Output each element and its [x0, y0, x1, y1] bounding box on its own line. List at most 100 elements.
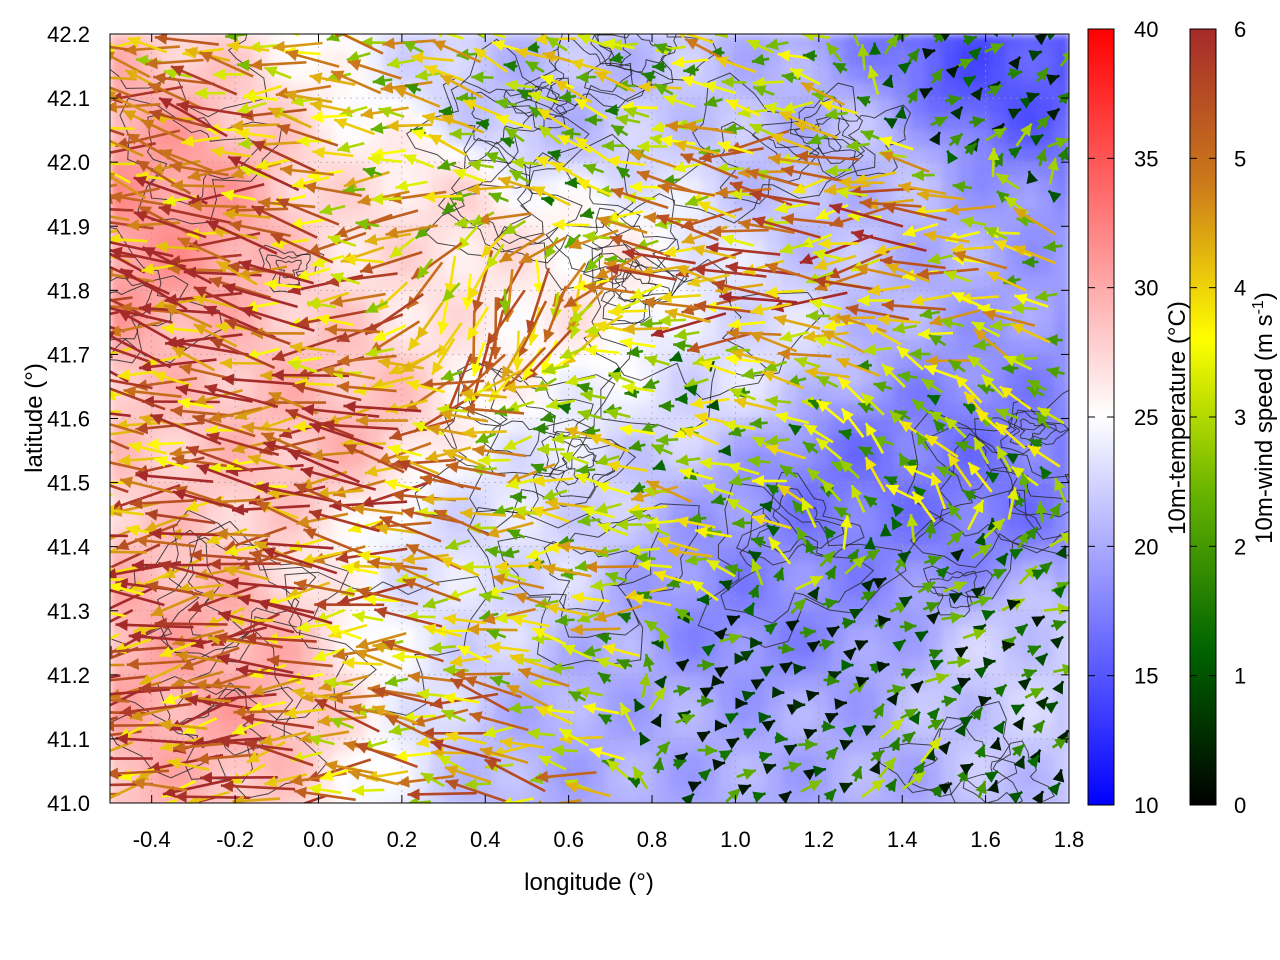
- temperature-cell: [574, 754, 591, 771]
- temperature-cell: [798, 210, 815, 227]
- temperature-cell: [1054, 274, 1069, 291]
- temperature-cell: [430, 434, 447, 451]
- temperature-cell: [286, 642, 303, 659]
- temperature-cell: [350, 802, 367, 803]
- temperature-cell: [942, 754, 959, 771]
- temperature-cell: [382, 786, 399, 803]
- temperature-cell: [430, 706, 447, 723]
- y-tick-label: 41.8: [47, 278, 90, 303]
- temperature-cell: [238, 242, 255, 259]
- wind-arrow: [68, 309, 109, 328]
- temperature-cell: [1054, 754, 1069, 771]
- temperature-cell: [638, 402, 655, 419]
- temperature-cell: [558, 146, 575, 163]
- temperature-cell: [862, 146, 879, 163]
- temperature-cell: [926, 146, 943, 163]
- temperature-cell: [254, 66, 271, 83]
- temperature-cell: [302, 146, 319, 163]
- temperature-cell: [334, 162, 351, 179]
- temperature-cell: [734, 754, 751, 771]
- temperature-cell: [670, 290, 687, 307]
- wind-arrow: [110, 273, 113, 277]
- temperature-cell: [1054, 258, 1069, 275]
- temperature-cell: [830, 386, 847, 403]
- temperature-cell: [974, 242, 991, 259]
- y-tick-label: 41.7: [47, 342, 90, 367]
- temperature-cell: [398, 258, 415, 275]
- temperature-cell: [1006, 82, 1023, 99]
- wind-label-sup: -1: [1250, 300, 1267, 314]
- temperature-cell: [478, 130, 495, 147]
- temperature-cell: [606, 802, 623, 803]
- temperature-cell: [462, 34, 479, 51]
- temperature-cell: [974, 34, 991, 51]
- temperature-cell: [862, 242, 879, 259]
- temperature-cell: [782, 562, 799, 579]
- temperature-cell: [1022, 802, 1039, 803]
- temperature-cell: [958, 338, 975, 355]
- temperature-cell: [510, 322, 527, 339]
- colorbar-tick-label: 40: [1134, 17, 1158, 42]
- temperature-cell: [558, 274, 575, 291]
- temperature-cell: [318, 162, 335, 179]
- temperature-cell: [910, 258, 927, 275]
- wind-arrow: [110, 756, 114, 760]
- temperature-cell: [718, 802, 735, 803]
- temperature-cell: [782, 722, 799, 739]
- temperature-cell: [654, 162, 671, 179]
- temperature-cell: [926, 802, 943, 803]
- temperature-cell: [862, 802, 879, 803]
- temperature-cell: [734, 626, 751, 643]
- temperature-cell: [414, 146, 431, 163]
- temperature-cell: [350, 354, 367, 371]
- temperature-cell: [158, 802, 175, 803]
- temperature-cell: [782, 34, 799, 51]
- colorbar-tick-label: 30: [1134, 276, 1158, 301]
- temperature-cell: [974, 274, 991, 291]
- temperature-cell: [174, 242, 191, 259]
- temperature-cell: [1038, 210, 1055, 227]
- temperature-cell: [622, 674, 639, 691]
- temperature-cell: [1022, 34, 1039, 51]
- x-tick-label: 0.2: [387, 827, 418, 852]
- temperature-cell: [110, 514, 127, 531]
- temperature-cell: [686, 754, 703, 771]
- temperature-cell: [830, 642, 847, 659]
- temperature-cell: [366, 786, 383, 803]
- temperature-cell: [430, 562, 447, 579]
- temperature-cell: [862, 626, 879, 643]
- temperature-cell: [622, 274, 639, 291]
- temperature-cell: [766, 178, 783, 195]
- temperature-cell: [958, 786, 975, 803]
- temperature-cell: [334, 50, 351, 67]
- temperature-cell: [910, 34, 927, 51]
- temperature-cell: [814, 50, 831, 67]
- temperature-cell: [910, 658, 927, 675]
- wind-arrow: [612, 14, 655, 33]
- temperature-cell: [894, 82, 911, 99]
- temperature-cell: [606, 162, 623, 179]
- temperature-cell: [142, 66, 159, 83]
- temperature-cell: [398, 130, 415, 147]
- wind-arrow: [110, 183, 118, 188]
- temperature-cell: [942, 274, 959, 291]
- x-tick-label: -0.2: [216, 827, 254, 852]
- temperature-cell: [462, 530, 479, 547]
- temperature-cell: [622, 642, 639, 659]
- temperature-cell: [750, 226, 767, 243]
- temperature-cell: [766, 594, 783, 611]
- temperature-cell: [382, 802, 399, 803]
- temperature-cell: [446, 306, 463, 323]
- temperature-cell: [574, 738, 591, 755]
- temperature-cell: [926, 626, 943, 643]
- x-tick-label: 1.0: [720, 827, 751, 852]
- temperature-cell: [654, 786, 671, 803]
- temperature-cell: [606, 738, 623, 755]
- temperature-cell: [638, 130, 655, 147]
- temperature-cell: [926, 242, 943, 259]
- temperature-cell: [974, 178, 991, 195]
- temperature-cell: [910, 98, 927, 115]
- temperature-cell: [878, 418, 895, 435]
- temperature-cell: [606, 290, 623, 307]
- temperature-cell: [782, 306, 799, 323]
